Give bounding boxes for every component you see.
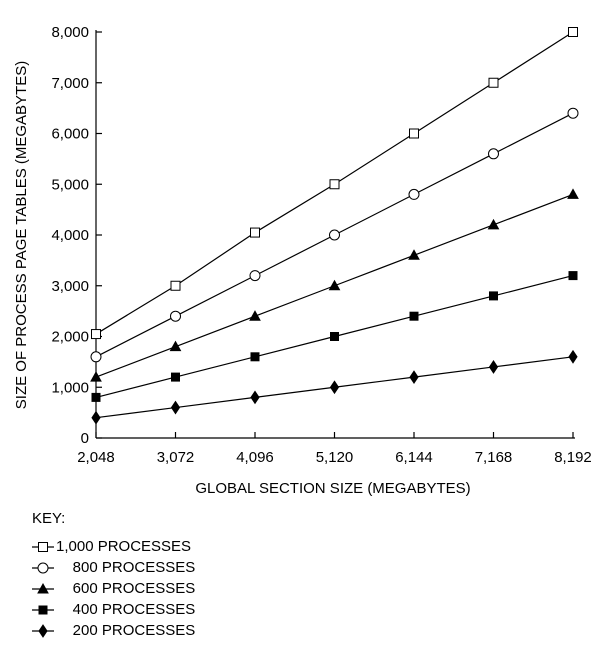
- data-point: [91, 329, 101, 340]
- legend-label: 1,000 PROCESSES: [56, 538, 192, 555]
- data-point: [249, 310, 261, 321]
- y-tick-label: 0: [81, 430, 89, 447]
- legend-item: 400 PROCESSES: [30, 599, 195, 620]
- legend-swatch: [32, 562, 54, 574]
- data-point: [409, 128, 419, 139]
- data-point: [90, 351, 102, 363]
- data-point: [568, 27, 578, 37]
- axes: 0 1,000 2,000 3,000 4,000 5,000 6,000 7,000 8,00…: [51, 24, 591, 466]
- x-tick-label: 7,168: [475, 449, 513, 466]
- legend: 1,000 PROCESSES 800 PROCESSES 600 PROCES…: [30, 536, 195, 641]
- data-point: [488, 360, 499, 374]
- data-point: [250, 227, 260, 238]
- data-point: [489, 291, 498, 301]
- y-tick-label: 3,000: [51, 278, 89, 295]
- y-tick-label: 7,000: [51, 75, 89, 92]
- y-tick-label: 8,000: [51, 24, 89, 41]
- data-point: [328, 279, 341, 291]
- data-point: [487, 218, 500, 230]
- legend-swatch: [32, 582, 54, 594]
- y-tick-label: 1,000: [51, 379, 89, 396]
- y-tick-label: 4,000: [51, 227, 89, 244]
- data-point: [170, 310, 181, 322]
- data-point: [329, 229, 340, 241]
- x-axis-label: GLOBAL SECTION SIZE (MEGABYTES): [195, 480, 470, 497]
- data-point: [409, 370, 419, 385]
- legend-label: 200 PROCESSES: [56, 622, 196, 639]
- data-point: [330, 332, 339, 341]
- data-point: [408, 188, 420, 200]
- legend-marker: [38, 605, 48, 615]
- x-tick-label: 3,072: [157, 449, 195, 466]
- y-tick-label: 5,000: [51, 176, 89, 193]
- series-layer: [90, 27, 579, 425]
- legend-swatch: [32, 542, 54, 552]
- series-1: [91, 27, 578, 340]
- data-point: [408, 249, 420, 260]
- legend-marker: [37, 582, 49, 594]
- legend-label: 600 PROCESSES: [56, 580, 196, 597]
- x-tick-label: 6,144: [395, 449, 433, 466]
- legend-item: 800 PROCESSES: [30, 557, 195, 578]
- y-axis-label: SIZE OF PROCESS PAGE TABLES (MEGABYTES): [13, 61, 30, 409]
- legend-marker: [38, 624, 48, 638]
- data-point: [170, 280, 181, 291]
- legend-label: 800 PROCESSES: [56, 559, 196, 576]
- data-point: [329, 179, 340, 190]
- data-point: [249, 270, 261, 282]
- legend-label: 400 PROCESSES: [56, 601, 196, 618]
- data-point: [91, 410, 101, 425]
- data-point: [568, 349, 578, 364]
- data-point: [329, 380, 340, 395]
- data-point: [567, 107, 579, 119]
- data-point: [91, 392, 101, 402]
- y-tick-label: 6,000: [51, 126, 89, 143]
- legend-swatch: [32, 605, 54, 615]
- data-point: [568, 271, 578, 281]
- legend-item: 200 PROCESSES: [30, 620, 195, 641]
- legend-marker: [37, 562, 49, 574]
- data-point: [171, 372, 180, 382]
- legend-item: 1,000 PROCESSES: [30, 536, 195, 557]
- data-point: [488, 77, 499, 88]
- data-point: [90, 371, 102, 382]
- legend-title: KEY:: [32, 510, 66, 527]
- data-point: [170, 400, 181, 415]
- series-4: [91, 271, 578, 402]
- data-point: [250, 352, 260, 362]
- y-tick-label: 2,000: [51, 329, 89, 346]
- series-3: [90, 188, 579, 382]
- legend-item: 600 PROCESSES: [30, 578, 195, 599]
- x-tick-label: 5,120: [316, 449, 354, 466]
- x-tick-label: 4,096: [236, 449, 274, 466]
- x-tick-label: 8,192: [554, 449, 592, 466]
- legend-swatch: [32, 624, 54, 638]
- data-point: [567, 188, 579, 199]
- line-chart: 0 1,000 2,000 3,000 4,000 5,000 6,000 7,000 8,00…: [13, 24, 592, 497]
- data-point: [250, 390, 260, 405]
- series-5: [91, 349, 578, 425]
- data-point: [169, 340, 182, 352]
- data-point: [409, 311, 419, 321]
- data-point: [488, 148, 499, 160]
- legend-marker: [38, 542, 48, 552]
- x-tick-label: 2,048: [77, 449, 115, 466]
- series-2: [90, 107, 579, 363]
